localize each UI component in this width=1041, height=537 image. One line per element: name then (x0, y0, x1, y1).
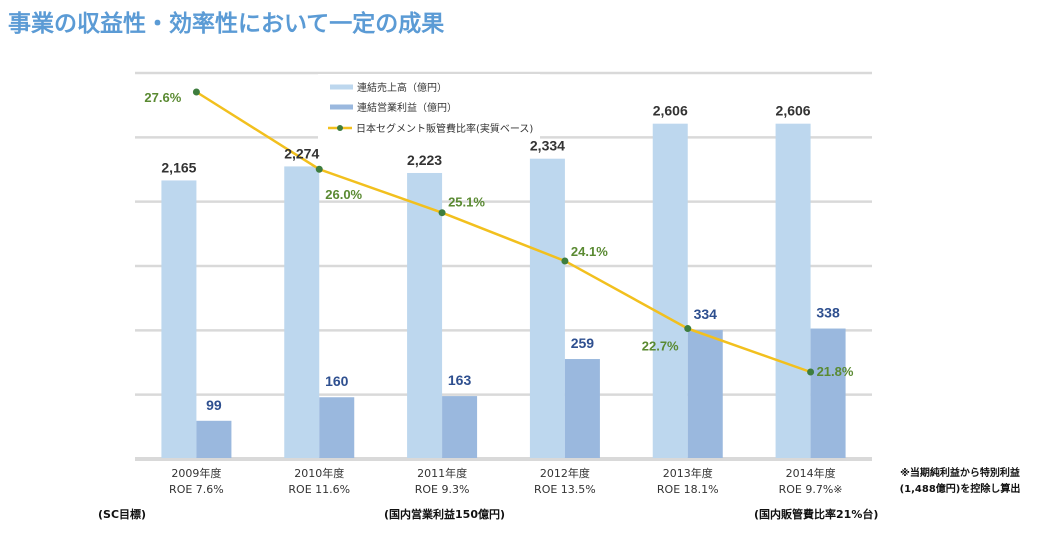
legend-label-operating-profit: 連結営業利益（億円） (357, 101, 457, 114)
data-label-operating-profit: 160 (325, 373, 349, 389)
page-title: 事業の収益性・効率性において一定の成果 (8, 11, 445, 37)
x-axis-category: 2009年度 (171, 467, 222, 480)
x-axis-label: 2013年度 ROE 18.1% (628, 466, 748, 498)
sga-ratio-marker (561, 257, 569, 265)
footnote-line-1: ※当期純利益から特別利益 (900, 468, 1020, 479)
bar-sales (775, 123, 811, 458)
x-axis-roe: ROE 18.1% (656, 483, 719, 496)
bar-sales (284, 166, 320, 459)
data-label-operating-profit: 163 (448, 372, 472, 388)
bar-operating-profit (319, 397, 355, 458)
sga-ratio-marker (807, 368, 815, 376)
data-label-sga-ratio: 25.1% (448, 195, 485, 210)
data-label-sga-ratio: 21.8% (817, 364, 854, 379)
data-label-sales: 2,334 (530, 138, 565, 154)
x-axis-roe: ROE 13.5% (534, 483, 596, 496)
footnote: ※当期純利益から特別利益 (1,488億円)を控除し算出 (880, 466, 1040, 498)
data-labels: 2,165 99 2,274 160 2,223 163 2,334 259 2,606 334 2… (144, 90, 853, 413)
data-label-sales: 2,165 (161, 159, 196, 175)
sga-ratio-marker (438, 209, 446, 217)
operating-profit-bars (196, 328, 846, 458)
sga-ratio-line-path (195, 90, 812, 374)
sga-ratio-line (192, 88, 815, 376)
x-axis-roe: ROE 7.6% (169, 483, 224, 496)
x-axis-category: 2012年度 (539, 467, 590, 480)
data-label-operating-profit: 259 (571, 335, 595, 351)
data-label-operating-profit: 338 (816, 305, 840, 321)
bar-sales (407, 172, 443, 458)
data-label-sales: 2,223 (407, 152, 442, 168)
x-axis-label: 2011年度 ROE 9.3% (382, 466, 502, 498)
data-label-sales: 2,606 (653, 103, 688, 119)
x-axis-category: 2010年度 (294, 467, 345, 480)
sga-ratio-marker (315, 165, 323, 173)
legend-background (318, 74, 540, 140)
legend: 連結売上高（億円） 連結営業利益（億円） 日本セグメント販管費比率(実質ベース) (318, 74, 540, 140)
bar-operating-profit (442, 396, 478, 458)
data-label-sales: 2,606 (776, 103, 811, 119)
x-axis-label: 2014年度 ROE 9.7%※ (751, 466, 871, 498)
legend-marker-sga-ratio (337, 125, 343, 131)
legend-label-sga-ratio: 日本セグメント販管費比率(実質ベース) (356, 122, 533, 135)
bar-sales (652, 123, 688, 458)
data-label-sga-ratio: 27.6% (144, 90, 181, 105)
bar-sales (161, 180, 197, 459)
data-label-sga-ratio: 24.1% (571, 244, 608, 259)
x-axis-roe: ROE 11.6% (288, 483, 351, 496)
bar-operating-profit (564, 359, 600, 458)
data-label-sga-ratio: 22.7% (642, 339, 679, 354)
x-axis-label: 2009年度 ROE 7.6% (136, 466, 256, 498)
x-axis-roe: ROE 9.3% (414, 483, 470, 496)
bar-operating-profit (810, 328, 846, 458)
x-axis-roe: ROE 9.7%※ (778, 483, 843, 496)
sales-bars (161, 123, 811, 459)
bar-operating-profit (196, 420, 232, 458)
sga-ratio-marker (192, 88, 200, 96)
legend-label-sales: 連結売上高（億円） (357, 81, 447, 94)
data-label-sales: 2,274 (284, 145, 319, 161)
note-domestic-sga-ratio: (国内販管費比率21%台) (754, 508, 879, 521)
x-axis-label: 2010年度 ROE 11.6% (259, 466, 379, 498)
x-axis-label: 2012年度 ROE 13.5% (505, 466, 625, 498)
x-axis-category: 2013年度 (662, 467, 713, 480)
note-sc-target: (SC目標) (98, 508, 147, 521)
footnote-line-2: (1,488億円)を控除し算出 (899, 484, 1021, 495)
bar-operating-profit (687, 330, 723, 458)
x-axis-category: 2014年度 (785, 467, 836, 480)
x-axis-category: 2011年度 (417, 467, 468, 480)
note-domestic-operating-profit: (国内営業利益150億円) (384, 508, 506, 521)
data-label-operating-profit: 334 (694, 306, 718, 322)
data-label-operating-profit: 99 (206, 397, 222, 413)
sga-ratio-marker (684, 325, 692, 333)
data-label-sga-ratio: 26.0% (325, 187, 362, 202)
bar-sales (529, 158, 565, 458)
